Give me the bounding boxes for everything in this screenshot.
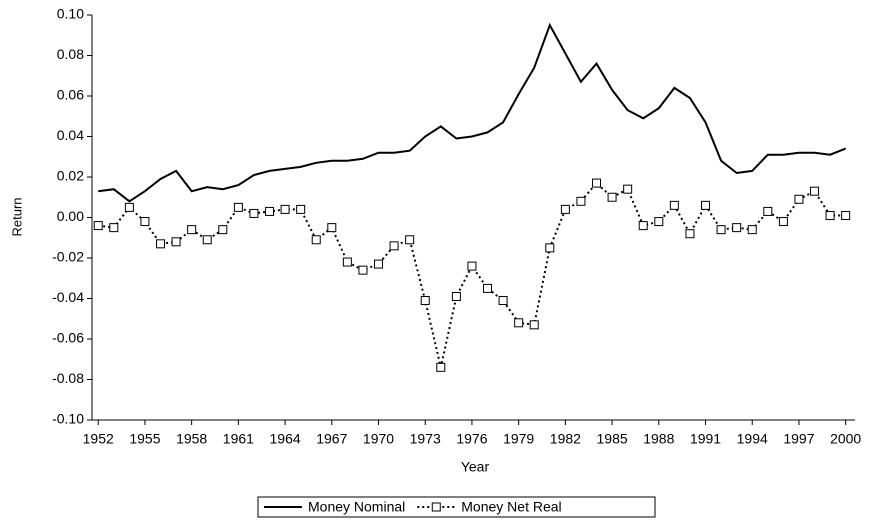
marker <box>156 239 166 249</box>
y-tick-label: -0.04 <box>52 289 84 305</box>
x-tick-label: 1988 <box>643 431 674 447</box>
x-tick-label: 1997 <box>783 431 814 447</box>
x-tick-label: 1967 <box>316 431 347 447</box>
marker <box>296 204 306 214</box>
x-tick-label: 1958 <box>176 431 207 447</box>
marker <box>420 296 430 306</box>
legend-label: Money Net Real <box>461 499 561 515</box>
marker <box>451 291 461 301</box>
x-tick-label: 1952 <box>83 431 114 447</box>
y-tick-label: -0.06 <box>52 330 84 346</box>
marker <box>794 194 804 204</box>
series-line <box>98 181 846 368</box>
marker <box>545 243 555 253</box>
marker <box>342 257 352 267</box>
y-tick-label: -0.02 <box>52 249 84 265</box>
marker <box>140 217 150 227</box>
x-tick-label: 1970 <box>363 431 394 447</box>
x-tick-label: 1964 <box>270 431 301 447</box>
x-tick-label: 1994 <box>737 431 768 447</box>
marker <box>467 261 477 271</box>
marker <box>841 210 851 220</box>
x-tick-label: 2000 <box>830 431 861 447</box>
y-tick-label: 0.06 <box>57 87 84 103</box>
marker <box>109 223 119 233</box>
x-tick-label: 1955 <box>129 431 160 447</box>
x-tick-label: 1991 <box>690 431 721 447</box>
marker <box>638 221 648 231</box>
marker <box>560 204 570 214</box>
y-tick-label: 0.08 <box>57 46 84 62</box>
y-tick-label: 0.02 <box>57 168 84 184</box>
marker <box>389 241 399 251</box>
marker <box>576 196 586 206</box>
marker <box>778 217 788 227</box>
series-line <box>98 22 847 203</box>
x-axis-label: Year <box>461 459 490 475</box>
x-tick-label: 1976 <box>456 431 487 447</box>
marker <box>374 259 384 269</box>
marker <box>280 204 290 214</box>
marker <box>187 225 197 235</box>
marker <box>763 206 773 216</box>
marker <box>498 296 508 306</box>
marker <box>436 362 446 372</box>
y-tick-label: 0.10 <box>57 6 84 22</box>
marker <box>265 206 275 216</box>
y-tick-label: 0.04 <box>57 127 84 143</box>
marker <box>810 186 820 196</box>
marker <box>747 225 757 235</box>
marker <box>732 223 742 233</box>
marker <box>218 225 228 235</box>
marker <box>233 202 243 212</box>
x-tick-label: 1982 <box>550 431 581 447</box>
marker <box>592 178 602 188</box>
x-tick-label: 1973 <box>410 431 441 447</box>
x-tick-label: 1961 <box>223 431 254 447</box>
x-tick-label: 1985 <box>597 431 628 447</box>
y-tick-label: -0.10 <box>52 411 84 427</box>
marker <box>249 208 259 218</box>
marker <box>202 235 212 245</box>
marker <box>311 235 321 245</box>
marker <box>701 200 711 210</box>
marker <box>327 223 337 233</box>
marker <box>124 202 134 212</box>
marker <box>405 235 415 245</box>
marker <box>607 192 617 202</box>
marker <box>685 229 695 239</box>
marker <box>93 221 103 231</box>
marker <box>358 265 368 275</box>
legend-label: Money Nominal <box>308 499 405 515</box>
marker <box>171 237 181 247</box>
marker <box>825 210 835 220</box>
legend-marker <box>431 502 441 512</box>
x-tick-label: 1979 <box>503 431 534 447</box>
legend-box <box>257 496 656 518</box>
marker <box>669 200 679 210</box>
marker <box>514 318 524 328</box>
marker <box>716 225 726 235</box>
marker <box>529 320 539 330</box>
marker <box>654 217 664 227</box>
y-tick-label: -0.08 <box>52 370 84 386</box>
marker <box>483 283 493 293</box>
y-axis-label: Return <box>9 197 24 236</box>
y-tick-label: 0.00 <box>57 208 84 224</box>
marker <box>623 184 633 194</box>
